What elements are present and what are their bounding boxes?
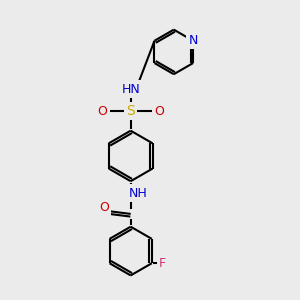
Text: O: O: [154, 105, 164, 118]
Text: O: O: [99, 202, 109, 214]
Text: S: S: [126, 104, 135, 118]
Text: N: N: [188, 34, 198, 47]
Text: NH: NH: [129, 187, 148, 200]
Text: O: O: [98, 105, 107, 118]
Text: HN: HN: [121, 82, 140, 96]
Text: F: F: [159, 257, 166, 270]
